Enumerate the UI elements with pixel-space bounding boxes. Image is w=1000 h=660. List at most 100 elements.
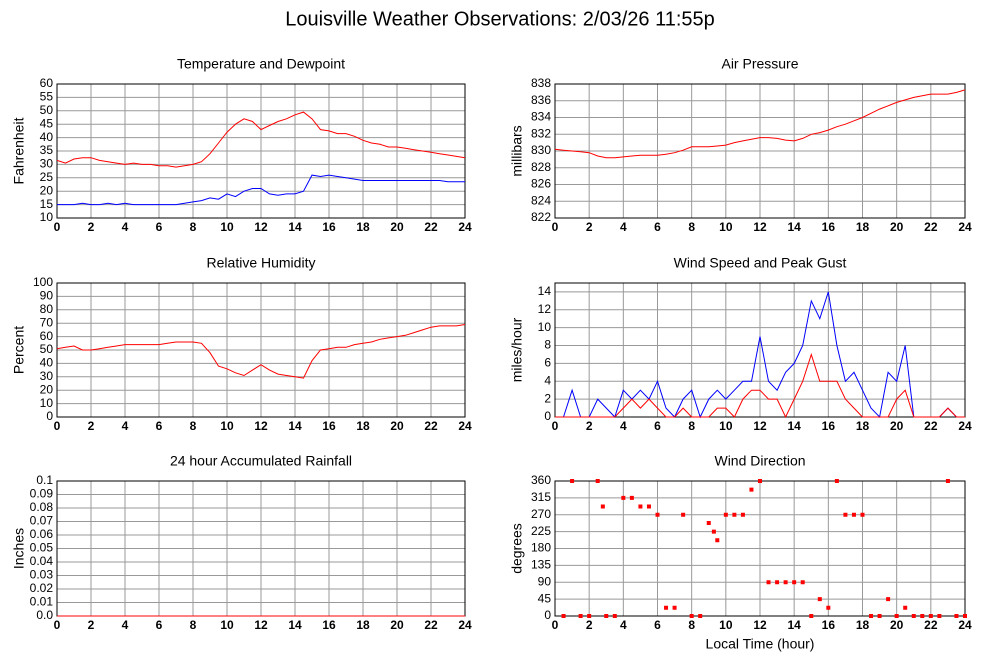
- data-point: [655, 512, 660, 517]
- y-tick-label: 45: [538, 591, 552, 605]
- data-point: [578, 614, 583, 618]
- page-title: Louisville Weather Observations: 2/03/26…: [285, 8, 715, 30]
- data-line: [555, 291, 965, 419]
- x-tick-label: 14: [288, 618, 302, 632]
- y-tick-label: 270: [531, 507, 551, 521]
- data-point: [903, 605, 908, 610]
- x-tick-label: 20: [390, 220, 404, 234]
- y-tick-label: 45: [40, 116, 54, 130]
- data-point: [587, 614, 592, 618]
- data-point: [860, 512, 865, 517]
- y-tick-label: 360: [531, 473, 551, 487]
- x-tick-label: 8: [190, 419, 197, 433]
- y-axis-label: millibars: [509, 125, 525, 176]
- data-point: [749, 487, 754, 492]
- x-tick-label: 20: [390, 618, 404, 632]
- y-tick-label: 0: [46, 409, 53, 423]
- y-tick-label: 8: [544, 338, 551, 352]
- y-tick-label: 0: [544, 608, 551, 622]
- y-tick-label: 30: [40, 157, 54, 171]
- x-tick-label: 10: [220, 618, 234, 632]
- data-point: [595, 479, 600, 483]
- y-axis-label: degrees: [509, 523, 525, 574]
- x-tick-label: 4: [620, 618, 627, 632]
- y-tick-label: 30: [40, 369, 54, 383]
- x-tick-label: 18: [856, 220, 870, 234]
- y-tick-label: 832: [531, 126, 551, 140]
- data-line: [56, 111, 466, 168]
- x-tick-label: 8: [190, 220, 197, 234]
- y-tick-label: 836: [531, 93, 551, 107]
- plot-border: [554, 282, 966, 418]
- y-axis-label: Inches: [11, 528, 27, 569]
- x-tick-label: 6: [156, 618, 163, 632]
- data-point: [894, 614, 899, 618]
- y-axis-label: miles/hour: [509, 317, 525, 382]
- data-point: [740, 512, 745, 517]
- y-tick-label: 60: [40, 329, 54, 343]
- data-point: [621, 495, 626, 500]
- y-tick-label: 0: [544, 409, 551, 423]
- x-tick-label: 10: [719, 618, 733, 632]
- y-tick-label: 10: [40, 210, 54, 224]
- plot-border: [554, 83, 966, 219]
- y-tick-label: 6: [544, 356, 551, 370]
- x-tick-label: 2: [586, 419, 593, 433]
- x-tick-label: 4: [122, 220, 129, 234]
- data-point: [843, 512, 848, 517]
- x-tick-label: 16: [822, 618, 836, 632]
- y-tick-label: 50: [40, 103, 54, 117]
- y-tick-label: 838: [531, 76, 551, 90]
- y-tick-label: 0.1: [36, 473, 53, 487]
- y-tick-label: 25: [40, 170, 54, 184]
- y-tick-label: 20: [40, 183, 54, 197]
- x-tick-label: 10: [220, 220, 234, 234]
- data-point: [945, 479, 950, 483]
- x-tick-label: 6: [156, 419, 163, 433]
- y-tick-label: 2: [544, 391, 551, 405]
- x-tick-label: 22: [924, 419, 938, 433]
- chart-title: 24 hour Accumulated Rainfall: [170, 453, 352, 469]
- x-tick-label: 14: [787, 220, 801, 234]
- data-point: [817, 597, 822, 602]
- chart-title: Wind Speed and Peak Gust: [674, 255, 847, 271]
- data-point: [629, 495, 634, 500]
- y-tick-label: 834: [531, 110, 551, 124]
- y-tick-label: 135: [531, 558, 551, 572]
- data-point: [877, 614, 882, 618]
- x-tick-label: 4: [620, 419, 627, 433]
- x-tick-label: 24: [958, 220, 972, 234]
- x-tick-label: 12: [753, 419, 767, 433]
- y-tick-label: 0.06: [30, 527, 54, 541]
- data-line: [56, 324, 466, 379]
- data-point: [792, 580, 797, 585]
- y-tick-label: 315: [531, 490, 551, 504]
- x-tick-label: 14: [288, 220, 302, 234]
- data-point: [723, 512, 728, 517]
- y-tick-label: 50: [40, 342, 54, 356]
- x-tick-label: 24: [958, 618, 972, 632]
- data-point: [604, 614, 609, 618]
- x-tick-label: 12: [254, 618, 268, 632]
- x-tick-label: 22: [924, 220, 938, 234]
- x-tick-label: 10: [220, 419, 234, 433]
- plot-border: [56, 83, 466, 219]
- y-tick-label: 830: [531, 143, 551, 157]
- data-point: [758, 479, 762, 483]
- y-tick-label: 0.0: [36, 608, 53, 622]
- x-axis-label: Local Time (hour): [706, 636, 815, 652]
- data-point: [783, 580, 788, 585]
- y-tick-label: 4: [544, 373, 551, 387]
- y-tick-label: 20: [40, 382, 54, 396]
- x-tick-label: 12: [254, 419, 268, 433]
- y-tick-label: 90: [40, 289, 54, 303]
- x-tick-label: 14: [787, 419, 801, 433]
- x-tick-label: 12: [753, 618, 767, 632]
- x-tick-label: 18: [356, 220, 370, 234]
- data-point: [570, 479, 575, 483]
- x-tick-label: 18: [356, 618, 370, 632]
- x-tick-label: 16: [322, 618, 336, 632]
- x-tick-label: 14: [288, 419, 302, 433]
- data-point: [928, 614, 933, 618]
